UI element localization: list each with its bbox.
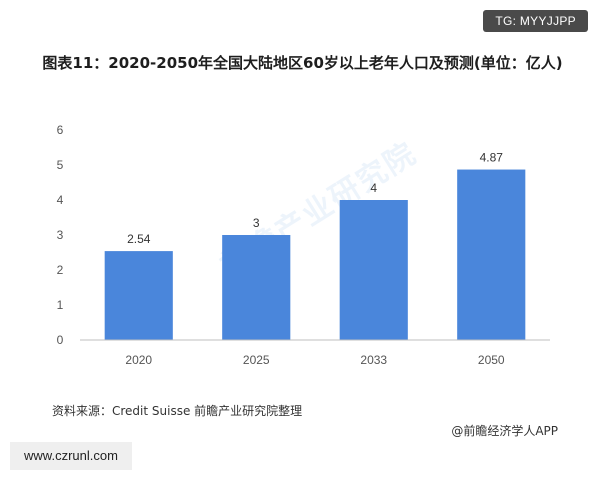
y-tick-label: 2 (57, 263, 64, 277)
data-label-2020: 2.54 (127, 232, 151, 246)
bar-2050 (457, 169, 526, 340)
tg-badge: TG: MYYJJPP (483, 10, 588, 32)
y-tick-label: 0 (57, 333, 64, 347)
bar-chart: 0 1 2 3 4 5 6 2.54 3 4 4.87 2020 2025 2033 2050 (57, 123, 550, 367)
bar-2025 (222, 235, 291, 340)
data-label-2033: 4 (370, 181, 377, 195)
bar-2020 (104, 251, 173, 340)
y-tick-label: 3 (57, 228, 64, 242)
data-label-2050: 4.87 (480, 151, 504, 165)
source-note: 资料来源：Credit Suisse 前瞻产业研究院整理 (52, 404, 303, 418)
y-tick-label: 1 (57, 298, 64, 312)
site-badge: www.czrunl.com (10, 442, 132, 470)
y-tick-label: 4 (57, 193, 64, 207)
chart-title: 图表11：2020-2050年全国大陆地区60岁以上老年人口及预测(单位：亿人) (42, 54, 563, 72)
credit-note: @前瞻经济学人APP (451, 424, 558, 438)
data-label-2025: 3 (253, 216, 260, 230)
bars: 2.54 3 4 4.87 (104, 151, 526, 340)
bar-2033 (339, 200, 408, 340)
x-tick-label-2033: 2033 (360, 353, 387, 367)
y-tick-label: 6 (57, 123, 64, 137)
x-tick-label-2050: 2050 (478, 353, 505, 367)
x-tick-label-2025: 2025 (243, 353, 270, 367)
y-tick-label: 5 (57, 158, 64, 172)
x-tick-label-2020: 2020 (125, 353, 152, 367)
y-axis: 0 1 2 3 4 5 6 (57, 123, 64, 347)
x-axis: 2020 2025 2033 2050 (80, 339, 550, 367)
